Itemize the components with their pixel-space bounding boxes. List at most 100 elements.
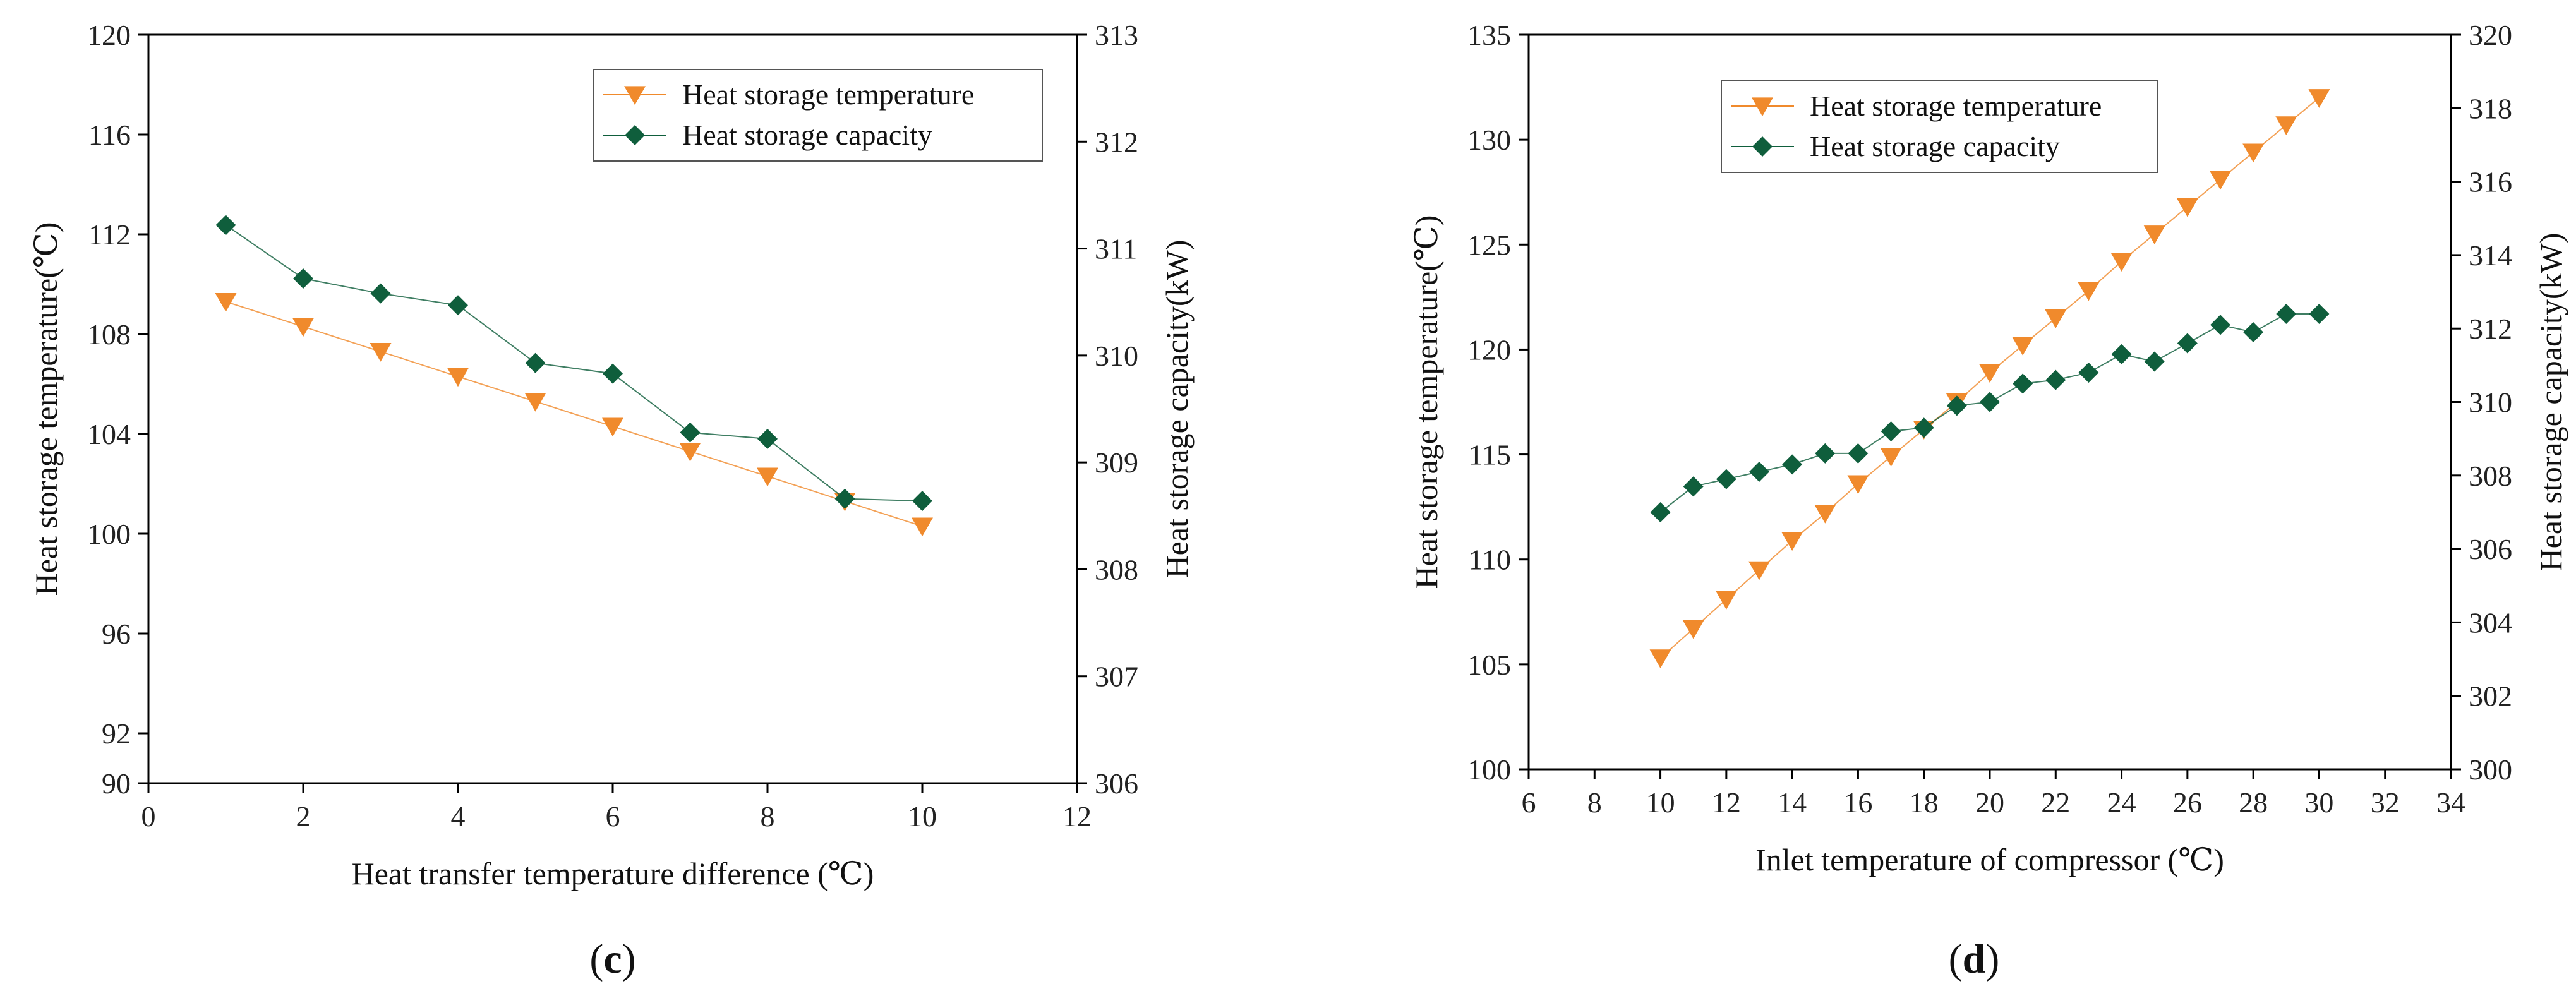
capacity-point bbox=[1815, 443, 1836, 464]
capacity-point bbox=[1913, 417, 1934, 438]
temperature-point bbox=[679, 443, 701, 462]
y-right-tick-label: 312 bbox=[2469, 313, 2512, 345]
temperature-point bbox=[1814, 505, 1836, 524]
temperature-point bbox=[1715, 591, 1737, 610]
y-left-tick-label: 116 bbox=[88, 119, 131, 151]
y-right-tick-label: 302 bbox=[2469, 680, 2512, 712]
capacity-point bbox=[2243, 322, 2264, 343]
y-right-tick-label: 313 bbox=[1095, 19, 1138, 51]
y-left-tick-label: 105 bbox=[1467, 649, 1511, 681]
capacity-point bbox=[603, 363, 623, 384]
y-left-axis-label: Heat storage temperature(℃) bbox=[28, 222, 64, 596]
legend: Heat storage temperature Heat storage cap… bbox=[593, 69, 1043, 162]
x-tick-label: 28 bbox=[2239, 786, 2268, 819]
y-left-tick-label: 112 bbox=[88, 219, 131, 251]
y-right-tick-label: 309 bbox=[1095, 447, 1138, 479]
capacity-point bbox=[1848, 443, 1869, 464]
temperature-point bbox=[1979, 364, 2001, 383]
y-left-tick-label: 110 bbox=[1469, 544, 1511, 576]
x-tick-label: 12 bbox=[1062, 800, 1092, 832]
panel-label-letter: d bbox=[1963, 936, 1986, 982]
temperature-point bbox=[1880, 448, 1902, 467]
chart-panel-c: 0 2 4 6 8 10 12 90 92 96 100 104 108 112 116 120 306 307 3… bbox=[28, 19, 1195, 982]
capacity-point bbox=[757, 428, 778, 449]
panel-label-close: ) bbox=[622, 936, 636, 982]
panel-label-open: ( bbox=[589, 936, 603, 982]
capacity-point bbox=[448, 295, 468, 316]
capacity-point bbox=[215, 215, 236, 236]
capacity-point bbox=[1881, 421, 1901, 442]
capacity-point bbox=[1946, 395, 1967, 416]
capacity-point bbox=[2144, 351, 2165, 372]
temperature-point bbox=[1649, 649, 1671, 669]
temperature-point bbox=[1682, 620, 1704, 639]
y-right-tick-label: 307 bbox=[1095, 661, 1138, 693]
x-tick-label: 0 bbox=[141, 800, 156, 832]
x-tick-label: 10 bbox=[908, 800, 937, 832]
capacity-point bbox=[2177, 333, 2198, 354]
capacity-point bbox=[2309, 303, 2330, 324]
x-tick-label: 26 bbox=[2173, 786, 2202, 819]
temperature-point bbox=[292, 318, 314, 337]
panel-label: (d) bbox=[1949, 936, 2000, 982]
x-tick-label: 30 bbox=[2304, 786, 2333, 819]
legend-label: Heat storage temperature bbox=[1810, 90, 2102, 122]
capacity-point bbox=[525, 352, 546, 373]
capacity-point bbox=[1716, 469, 1736, 489]
x-axis-label: Inlet temperature of compressor (℃) bbox=[1755, 842, 2224, 877]
temperature-point bbox=[757, 467, 778, 487]
capacity-point bbox=[1980, 392, 2000, 412]
temperature-point bbox=[2110, 253, 2133, 272]
x-tick-label: 14 bbox=[1778, 786, 1807, 819]
y-left-tick-label: 100 bbox=[87, 518, 131, 550]
y-right-tick-label: 312 bbox=[1095, 126, 1138, 158]
legend-box bbox=[1721, 80, 2158, 173]
x-tick-label: 24 bbox=[2107, 786, 2136, 819]
y-left-tick-label: 96 bbox=[102, 618, 131, 650]
legend-swatch-marker bbox=[1752, 136, 1773, 157]
capacity-point bbox=[2210, 315, 2230, 335]
legend-label: Heat storage capacity bbox=[1810, 130, 2060, 162]
temperature-point bbox=[447, 368, 469, 387]
y-left-tick-label: 125 bbox=[1467, 229, 1511, 261]
temperature-point bbox=[2078, 282, 2100, 301]
temperature-point bbox=[1781, 532, 1803, 551]
y-left-axis-label: Heat storage temperature(℃) bbox=[1409, 215, 1444, 589]
legend-swatch-marker bbox=[625, 125, 645, 145]
x-tick-label: 20 bbox=[1975, 786, 2004, 819]
legend-swatch-marker bbox=[1752, 97, 1773, 117]
capacity-point bbox=[1650, 501, 1671, 522]
temperature-point bbox=[602, 417, 623, 437]
x-tick-label: 8 bbox=[1587, 786, 1602, 819]
temperature-point bbox=[1847, 475, 1869, 495]
x-tick-label: 32 bbox=[2371, 786, 2400, 819]
y-left-tick-label: 92 bbox=[102, 718, 131, 750]
x-tick-label: 34 bbox=[2436, 786, 2465, 819]
temperature-point bbox=[2210, 171, 2231, 190]
y-left-tick-label: 108 bbox=[87, 318, 131, 351]
legend-swatch-marker bbox=[624, 86, 646, 105]
x-tick-label: 12 bbox=[1712, 786, 1741, 819]
temperature-point bbox=[2045, 309, 2067, 328]
temperature-point bbox=[2012, 337, 2034, 356]
capacity-point bbox=[2276, 303, 2297, 324]
panel-label: (c) bbox=[589, 936, 635, 982]
temperature-point bbox=[524, 393, 546, 412]
panel-label-close: ) bbox=[1985, 936, 1999, 982]
capacity-point bbox=[2111, 344, 2132, 364]
y-right-axis-label: Heat storage capacity(kW) bbox=[2533, 233, 2568, 572]
temperature-point bbox=[2308, 89, 2330, 108]
temperature-point bbox=[215, 293, 237, 312]
chart-panel-d: 6 8 10 12 14 16 18 20 22 24 26 28 30 32 34 100 105 110 115… bbox=[1409, 19, 2568, 982]
y-right-tick-label: 306 bbox=[2469, 533, 2512, 565]
y-left-tick-label: 104 bbox=[87, 418, 131, 450]
temperature-point bbox=[912, 517, 933, 537]
temperature-point bbox=[1748, 561, 1770, 580]
x-axis-label: Heat transfer temperature difference (℃) bbox=[352, 856, 874, 891]
x-tick-label: 2 bbox=[296, 800, 311, 832]
y-left-tick-label: 120 bbox=[1467, 333, 1511, 366]
legend-label: Heat storage capacity bbox=[682, 119, 932, 151]
x-tick-label: 16 bbox=[1843, 786, 1872, 819]
y-right-tick-label: 310 bbox=[1095, 340, 1138, 372]
